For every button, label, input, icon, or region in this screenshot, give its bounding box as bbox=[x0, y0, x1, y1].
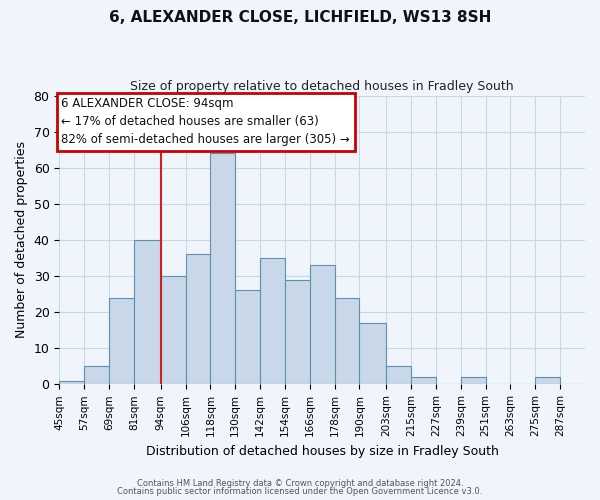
X-axis label: Distribution of detached houses by size in Fradley South: Distribution of detached houses by size … bbox=[146, 444, 499, 458]
Bar bbox=[386, 366, 411, 384]
Bar bbox=[461, 377, 485, 384]
Title: Size of property relative to detached houses in Fradley South: Size of property relative to detached ho… bbox=[130, 80, 514, 93]
Text: Contains public sector information licensed under the Open Government Licence v3: Contains public sector information licen… bbox=[118, 487, 482, 496]
Bar bbox=[235, 290, 260, 384]
Bar bbox=[211, 154, 235, 384]
Bar bbox=[411, 377, 436, 384]
Y-axis label: Number of detached properties: Number of detached properties bbox=[15, 142, 28, 338]
Bar bbox=[134, 240, 161, 384]
Bar bbox=[109, 298, 134, 384]
Bar bbox=[59, 380, 84, 384]
Text: 6 ALEXANDER CLOSE: 94sqm
← 17% of detached houses are smaller (63)
82% of semi-d: 6 ALEXANDER CLOSE: 94sqm ← 17% of detach… bbox=[61, 98, 350, 146]
Bar bbox=[84, 366, 109, 384]
Bar bbox=[285, 280, 310, 384]
Bar bbox=[161, 276, 185, 384]
Bar bbox=[535, 377, 560, 384]
Text: 6, ALEXANDER CLOSE, LICHFIELD, WS13 8SH: 6, ALEXANDER CLOSE, LICHFIELD, WS13 8SH bbox=[109, 10, 491, 25]
Bar bbox=[260, 258, 285, 384]
Bar bbox=[185, 254, 211, 384]
Bar bbox=[335, 298, 359, 384]
Bar bbox=[310, 265, 335, 384]
Text: Contains HM Land Registry data © Crown copyright and database right 2024.: Contains HM Land Registry data © Crown c… bbox=[137, 478, 463, 488]
Bar bbox=[359, 323, 386, 384]
